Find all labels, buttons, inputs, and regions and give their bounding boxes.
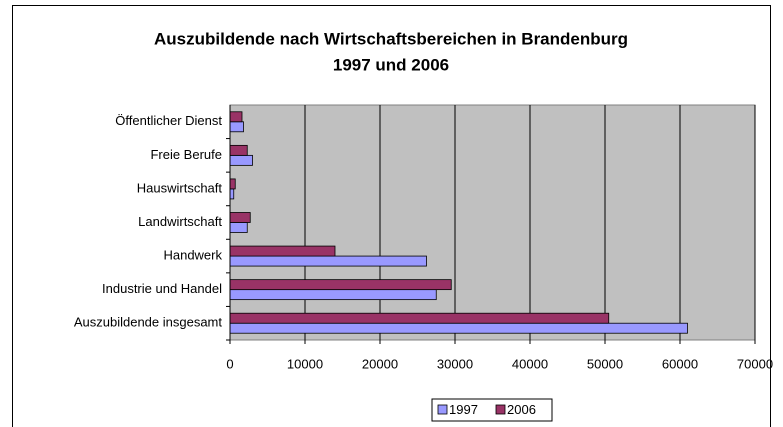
chart-frame: [12, 5, 771, 427]
bar: [229, 121, 244, 133]
bar: [229, 212, 251, 223]
legend-label: 2006: [507, 402, 536, 417]
legend-box: [431, 398, 553, 422]
bar: [229, 154, 253, 166]
bar: [229, 289, 437, 301]
bar: [229, 279, 452, 291]
legend-swatch: [495, 404, 506, 415]
y-tick-label: Öffentlicher Dienst: [115, 113, 222, 128]
y-tick-label: Handwerk: [163, 248, 222, 263]
x-tick-label: 0: [226, 356, 233, 371]
y-tick-label: Freie Berufe: [150, 147, 222, 162]
x-tick-label: 70000: [737, 356, 773, 371]
x-tick-label: 20000: [362, 356, 398, 371]
bar: [229, 322, 688, 334]
bar: [229, 178, 236, 190]
bar: [229, 144, 248, 156]
y-tick-label: Auszubildende insgesamt: [74, 315, 223, 330]
bar: [229, 255, 427, 267]
bar: [229, 245, 336, 257]
plot-area: [229, 104, 756, 341]
x-tick-label: 50000: [587, 356, 623, 371]
legend-label: 1997: [449, 402, 478, 417]
chart-title: Auszubildende nach Wirtschaftsbereichen …: [154, 29, 628, 48]
legend-swatch: [437, 404, 448, 415]
bar: [229, 188, 235, 200]
bar: [229, 111, 243, 123]
x-tick-label: 60000: [662, 356, 698, 371]
chart-subtitle: 1997 und 2006: [333, 55, 449, 74]
y-tick-label: Hauswirtschaft: [137, 180, 223, 195]
x-tick-label: 30000: [437, 356, 473, 371]
y-tick-label: Landwirtschaft: [138, 214, 222, 229]
bar: [229, 312, 610, 324]
x-tick-label: 40000: [512, 356, 548, 371]
bar: [229, 222, 248, 233]
x-tick-label: 10000: [287, 356, 323, 371]
y-tick-label: Industrie und Handel: [102, 281, 222, 296]
